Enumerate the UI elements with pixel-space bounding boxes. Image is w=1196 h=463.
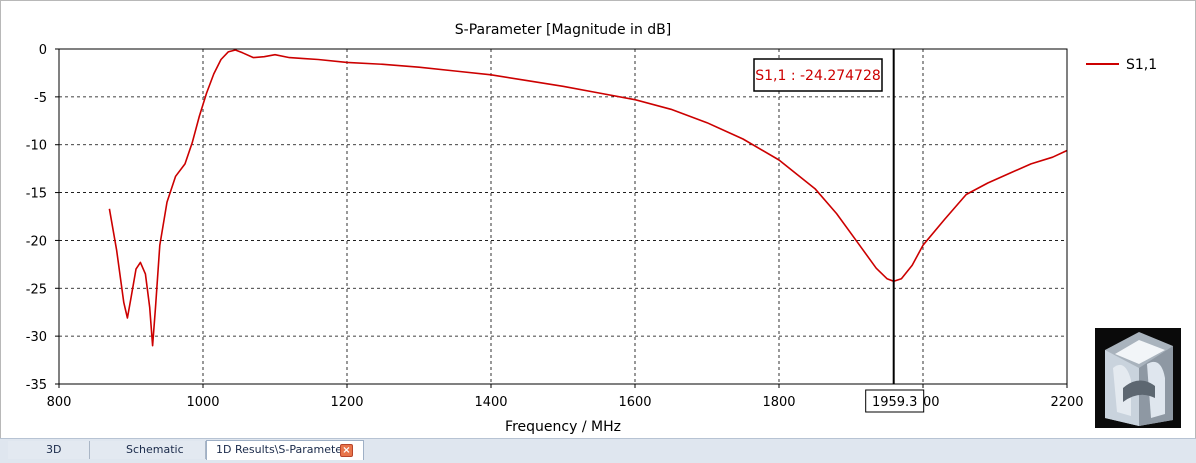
y-tick-label: -30 [26, 330, 47, 345]
series-line-s11[interactable] [108, 49, 1068, 347]
x-tick-label: 2200 [1050, 395, 1083, 410]
x-axis-ticks: 8001000120014001600180020002200 [47, 384, 1084, 410]
legend: S1,1 [1086, 57, 1157, 73]
y-tick-label: -35 [26, 378, 47, 393]
result-tab-bar: 3D Schematic 1D Results\S-Parameters × [0, 438, 1196, 463]
marker-frequency-label: 1959.3 [872, 395, 918, 410]
y-tick-label: -5 [34, 91, 47, 106]
y-tick-label: -20 [26, 234, 47, 249]
plot-area[interactable] [59, 49, 1067, 384]
tab-1d-results-s-parameters[interactable]: 1D Results\S-Parameters × [206, 440, 364, 460]
plot-window: S-Parameter [Magnitude in dB] 800 1000 120… [0, 0, 1196, 439]
x-tick-label: 1200 [330, 395, 363, 410]
chart-title: S-Parameter [Magnitude in dB] [455, 22, 671, 38]
tab-1d-results-label: 1D Results\S-Parameters [216, 443, 353, 456]
tab-schematic[interactable]: Schematic [90, 441, 206, 459]
tab-3d[interactable]: 3D [8, 441, 90, 459]
tab-schematic-label: Schematic [126, 443, 184, 456]
x-axis-title: Frequency / MHz [505, 419, 621, 435]
y-tick-label: 0 [39, 43, 47, 58]
series-layer [108, 49, 1068, 347]
x-tick-label: 1600 [618, 395, 651, 410]
tab-3d-label: 3D [46, 443, 62, 456]
s-parameter-chart[interactable]: S-Parameter [Magnitude in dB] 800 1000 120… [1, 1, 1196, 438]
x-tick-label: 1400 [474, 395, 507, 410]
x-tick-label: 1800 [762, 395, 795, 410]
grid-lines [59, 49, 1067, 384]
marker-layer[interactable]: S1,1 : -24.274728 1959.3 [753, 49, 925, 413]
y-tick-label: -10 [26, 139, 47, 154]
marker-frequency-box [865, 389, 925, 413]
x-tick-label: 1000 [186, 395, 219, 410]
x-tick-label: 800 [47, 395, 72, 410]
marker-readout-box [753, 58, 883, 92]
y-tick-label: -25 [26, 282, 47, 297]
marker-readout: S1,1 : -24.274728 [755, 68, 881, 84]
legend-label-s11: S1,1 [1126, 57, 1157, 73]
y-axis-ticks: 0 -5 -10 -15 -20 -25 -30 -35 [26, 43, 59, 393]
close-icon[interactable]: × [340, 444, 353, 457]
y-tick-label: -15 [26, 187, 47, 202]
3d-model-preview-icon [1095, 328, 1181, 428]
plot-border [58, 48, 1068, 385]
